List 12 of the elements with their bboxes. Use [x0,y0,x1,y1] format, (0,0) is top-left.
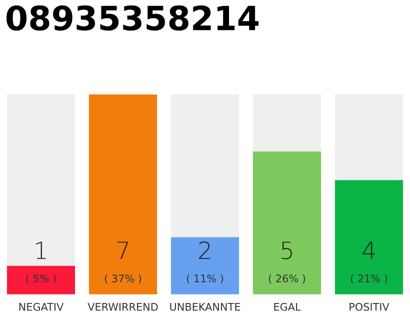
bar [6,266,76,294]
data-label: 1 ( 5% ) [26,242,56,284]
x-tick-label: POSITIV [350,302,390,311]
x-tick-label: VERWIRREND [88,303,158,311]
data-label: 7 ( 37% ) [104,242,142,284]
data-label: 4 ( 21% ) [350,242,388,284]
x-tick-label: NEGATIV [19,302,64,311]
chart-title: 08935358214 [6,5,259,31]
x-tick-label: EGAL [274,302,301,311]
x-tick-label: UNBEKANNTE [170,303,240,311]
data-label: 5 ( 26% ) [268,242,306,284]
data-label: 2 ( 11% ) [186,241,224,284]
